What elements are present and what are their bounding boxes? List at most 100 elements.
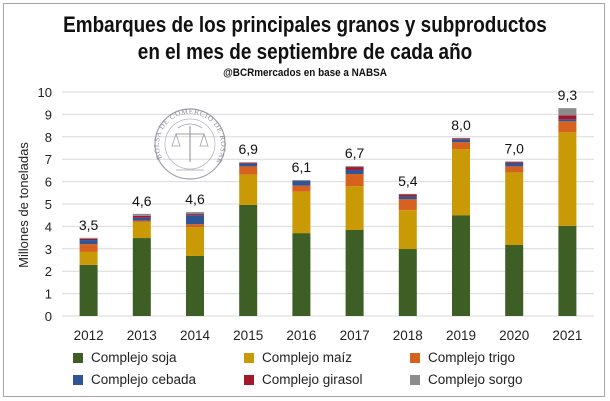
legend-item: Complejo girasol <box>244 372 363 387</box>
legend-swatch <box>244 352 254 363</box>
legend-item: Complejo cebada <box>73 372 196 387</box>
bar-segment <box>505 244 524 316</box>
bar-segment <box>505 172 524 245</box>
watermark-text: BOLSA DE COMERCIO DE ROSARIO <box>0 0 228 166</box>
bcr-seal-watermark-icon: BOLSA DE COMERCIO DE ROSARIO <box>0 0 228 180</box>
x-axis-ticks: 2012 2013 2014 2015 2016 2017 2018 2019 2020 2021 <box>74 328 583 343</box>
bar-segment <box>132 217 151 221</box>
bar-segment <box>239 166 258 175</box>
y-tick-label: 0 <box>45 309 52 324</box>
bar-segment <box>558 119 577 122</box>
total-label: 3,5 <box>79 217 99 233</box>
bar-segment <box>186 255 204 316</box>
bar-segment <box>345 169 364 174</box>
y-tick-label: 4 <box>45 219 52 234</box>
bar-segment <box>452 142 470 150</box>
y-axis-ticks: 0 1 2 3 4 5 6 7 8 9 10 <box>38 85 52 324</box>
x-tick-label: 2017 <box>340 328 370 343</box>
y-tick-label: 6 <box>45 175 52 190</box>
bar-segment <box>452 215 470 316</box>
legend-swatch <box>244 374 254 385</box>
y-tick-label: 9 <box>45 107 52 122</box>
bar-segment <box>452 138 470 140</box>
x-tick-label: 2014 <box>180 328 211 343</box>
total-label: 4,6 <box>132 193 152 209</box>
y-tick-label: 3 <box>45 242 52 257</box>
x-tick-label: 2018 <box>393 328 423 343</box>
bar-segment <box>79 238 98 241</box>
bar-segment <box>398 199 417 211</box>
bar-segment <box>558 115 577 120</box>
x-tick-label: 2013 <box>127 328 157 343</box>
bar-segment <box>186 212 204 215</box>
x-tick-label: 2015 <box>233 328 263 343</box>
bar-segment <box>132 213 151 216</box>
bar-segment <box>292 191 311 234</box>
legend-item: Complejo sorgo <box>410 372 523 387</box>
total-label: 9,3 <box>558 87 578 103</box>
bar-segment <box>79 244 98 252</box>
legend-swatch <box>410 352 420 363</box>
chart-title-line2: en el mes de septiembre de cada año <box>137 39 473 64</box>
bar-segment <box>132 238 151 316</box>
bar-segment <box>79 237 98 239</box>
legend-label: Complejo girasol <box>262 372 363 387</box>
bar-segment <box>186 227 204 256</box>
bar-segment <box>79 251 98 265</box>
bar-segment <box>345 229 364 316</box>
bar-segment <box>452 139 470 143</box>
legend-label: Complejo cebada <box>91 372 197 387</box>
bar-segment <box>558 225 577 316</box>
bar-segment <box>505 161 524 163</box>
chart-subtitle: @BCRmercados en base a NABSA <box>223 67 387 79</box>
bar-segment <box>292 185 311 192</box>
total-label: 6,9 <box>238 141 258 157</box>
bar-segment <box>186 215 204 225</box>
y-tick-label: 2 <box>45 264 52 279</box>
bar-segment <box>132 221 151 239</box>
total-label: 6,7 <box>345 145 365 161</box>
total-label: 7,0 <box>504 141 524 157</box>
bar-segment <box>292 180 311 181</box>
total-label: 8,0 <box>451 117 471 133</box>
bar-segment <box>345 166 364 168</box>
y-tick-label: 5 <box>45 197 52 212</box>
legend: Complejo soja Complejo maíz Complejo trigo… <box>0 350 610 394</box>
total-labels: 3,5 4,6 4,6 6,9 6,1 6,7 5,4 8,0 7,0 9,3 <box>79 87 577 233</box>
legend-label: Complejo soja <box>91 350 177 365</box>
y-tick-label: 8 <box>45 130 52 145</box>
bar-segment <box>345 167 364 170</box>
bar-segment <box>345 186 364 230</box>
x-tick-label: 2020 <box>499 328 529 343</box>
bar-segment <box>558 108 577 116</box>
total-label: 6,1 <box>292 159 312 175</box>
bar-segment <box>398 210 417 250</box>
bar-segment <box>186 214 204 216</box>
x-tick-label: 2012 <box>74 328 104 343</box>
bar-segment <box>398 249 417 316</box>
bar-segment <box>558 132 577 226</box>
bar-segment <box>79 240 98 245</box>
bar-segment <box>239 174 258 205</box>
legend-label: Complejo trigo <box>428 350 516 365</box>
bar-segment <box>505 162 524 167</box>
legend-swatch <box>73 352 83 363</box>
bar-segment <box>292 233 311 316</box>
legend-item: Complejo trigo <box>410 350 515 365</box>
bar-segment <box>79 264 98 316</box>
legend-item: Complejo maíz <box>244 350 352 365</box>
x-tick-label: 2021 <box>552 328 582 343</box>
bar-segment <box>505 166 524 173</box>
bar-segment <box>558 121 577 133</box>
bar-segment <box>292 180 311 186</box>
bars <box>79 108 577 316</box>
bar-segment <box>345 173 364 187</box>
legend-swatch <box>73 374 83 385</box>
legend-swatch <box>410 374 420 385</box>
bar-segment <box>239 162 258 164</box>
total-label: 5,4 <box>398 173 418 189</box>
y-tick-label: 7 <box>45 152 52 167</box>
bar-segment <box>398 196 417 200</box>
y-tick-label: 10 <box>38 85 52 100</box>
